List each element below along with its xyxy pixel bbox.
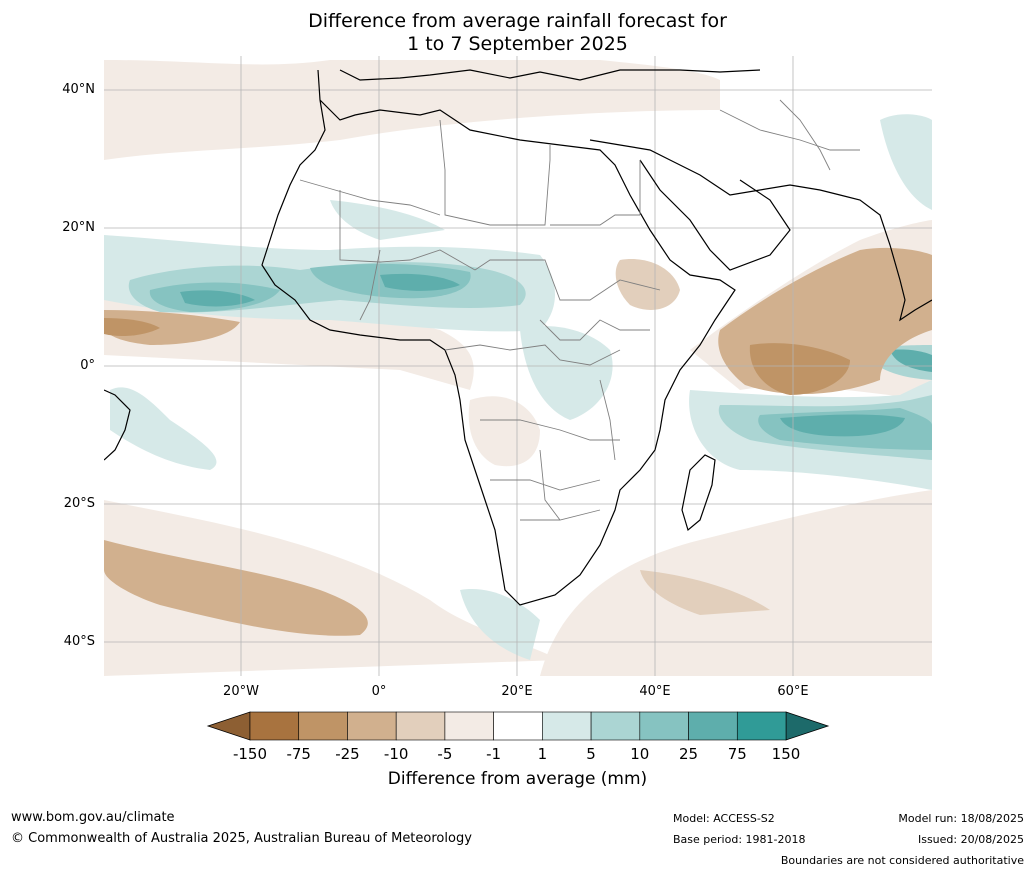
lat-label: 20°N bbox=[62, 220, 95, 235]
lat-label: 40°S bbox=[63, 634, 95, 649]
colorbar-over-triangle bbox=[785, 711, 830, 741]
lon-label: 40°E bbox=[639, 684, 671, 699]
colorbar-swatch bbox=[298, 711, 348, 741]
colorbar-swatch bbox=[639, 711, 689, 741]
lon-label: 0° bbox=[371, 684, 387, 699]
colorbar-tick-label: 75 bbox=[727, 745, 747, 763]
footer-copyright: © Commonwealth of Australia 2025, Austra… bbox=[11, 831, 472, 846]
footer-model: Model: ACCESS-S2 bbox=[673, 812, 775, 825]
colorbar-title: Difference from average (mm) bbox=[387, 769, 648, 789]
colorbar-swatch bbox=[542, 711, 592, 741]
colorbar-swatch bbox=[347, 711, 397, 741]
colorbar-tick-label: 25 bbox=[678, 745, 699, 763]
colorbar-swatch bbox=[590, 711, 641, 741]
colorbar-tick-label: -5 bbox=[437, 745, 453, 763]
lat-label: 0° bbox=[80, 358, 95, 373]
colorbar-tick-label: -75 bbox=[286, 745, 311, 763]
colorbar-tick-label: -150 bbox=[232, 745, 268, 763]
footer-model-run: Model run: 18/08/2025 bbox=[898, 812, 1024, 825]
lon-label: 20°W bbox=[223, 684, 259, 699]
coastlines bbox=[104, 69, 932, 606]
colorbar-tick-label: 10 bbox=[630, 745, 650, 763]
lat-label: 20°S bbox=[63, 496, 95, 511]
colorbar-swatch bbox=[688, 711, 738, 741]
colorbar-tick-label: 5 bbox=[586, 745, 596, 763]
colorbar-tick-label: 1 bbox=[537, 745, 548, 763]
colorbar-swatch bbox=[249, 711, 300, 741]
map-title-line-1: Difference from average rainfall forecas… bbox=[308, 10, 727, 32]
map-title-line-2: 1 to 7 September 2025 bbox=[407, 33, 628, 55]
colorbar-tick-label: -1 bbox=[486, 745, 502, 763]
graticule bbox=[104, 56, 932, 676]
lat-label: 40°N bbox=[62, 82, 95, 97]
colorbar-swatch bbox=[736, 711, 787, 741]
colorbar-tick-label: 150 bbox=[771, 745, 801, 763]
colorbar-tick-label: -10 bbox=[383, 745, 409, 763]
colorbar-under-triangle bbox=[206, 711, 251, 741]
country-borders bbox=[299, 99, 860, 521]
rainfall-anomaly-field bbox=[104, 56, 932, 676]
colorbar-swatch bbox=[395, 711, 446, 741]
colorbar-swatch bbox=[493, 711, 543, 741]
footer-issued: Issued: 20/08/2025 bbox=[917, 833, 1024, 846]
lon-label: 60°E bbox=[777, 684, 809, 699]
colorbar-swatch bbox=[444, 711, 494, 741]
colorbar-tick-label: -25 bbox=[335, 745, 360, 763]
footer-url: www.bom.gov.au/climate bbox=[11, 810, 175, 825]
lon-label: 20°E bbox=[501, 684, 533, 699]
colorbar bbox=[206, 711, 830, 741]
footer-disclaimer: Boundaries are not considered authoritat… bbox=[780, 854, 1024, 867]
footer-base-period: Base period: 1981-2018 bbox=[673, 833, 806, 846]
